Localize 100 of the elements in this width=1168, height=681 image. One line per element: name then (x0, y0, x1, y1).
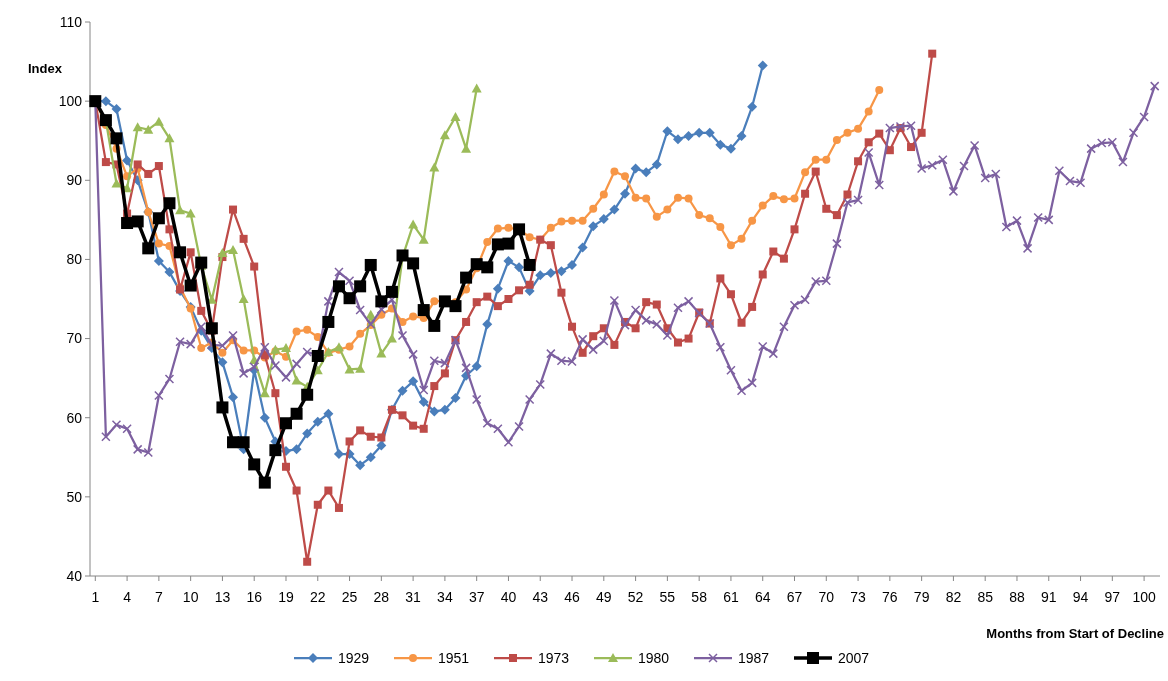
y-tick-label: 40 (66, 567, 83, 584)
point (258, 476, 271, 489)
point (439, 130, 450, 140)
x-tick-label: 31 (405, 589, 422, 605)
x-tick-label: 28 (373, 589, 390, 605)
point (375, 295, 388, 308)
point (417, 304, 430, 317)
point (152, 212, 165, 225)
x-tick-label: 94 (1072, 589, 1089, 605)
legend-label: 1980 (638, 649, 670, 666)
x-tick-label: 13 (214, 589, 231, 605)
point (111, 178, 122, 188)
point (216, 401, 229, 414)
x-tick-label: 43 (532, 589, 549, 605)
x-tick-label: 88 (1009, 589, 1025, 605)
point (131, 215, 144, 228)
point (142, 242, 155, 255)
point (280, 343, 291, 353)
x-tick-label: 79 (913, 589, 930, 605)
point (217, 248, 228, 258)
x-tick-label: 85 (977, 589, 994, 605)
x-tick-label: 25 (341, 589, 358, 605)
x-tick-label: 55 (659, 589, 676, 605)
x-tick-label: 22 (309, 589, 326, 605)
point (269, 444, 282, 457)
point (385, 285, 398, 298)
x-tick-label: 40 (500, 589, 517, 605)
point (481, 261, 494, 274)
point (238, 294, 249, 303)
point (429, 162, 440, 172)
y-tick-label: 90 (66, 172, 83, 189)
legend-label: 1973 (538, 649, 570, 666)
point (407, 257, 420, 270)
point (428, 319, 441, 332)
point (291, 375, 302, 385)
y-tick-label: 70 (66, 330, 83, 347)
x-tick-label: 67 (786, 589, 803, 605)
x-tick-label: 58 (691, 589, 708, 605)
x-tick-label: 64 (754, 589, 771, 605)
x-tick-label: 97 (1104, 589, 1121, 605)
legend-label: 1951 (438, 649, 470, 666)
point (110, 132, 123, 145)
x-tick-label: 10 (182, 589, 199, 605)
x-tick-label: 70 (818, 589, 835, 605)
y-tick-label: 100 (58, 93, 83, 110)
x-tick-label: 34 (437, 589, 453, 605)
point (143, 124, 154, 134)
point (279, 417, 292, 430)
point (450, 111, 461, 121)
y-axis-title: Index (28, 61, 63, 76)
point (121, 217, 134, 230)
point (248, 458, 261, 471)
point (237, 436, 250, 449)
point (132, 122, 143, 132)
point (185, 208, 196, 218)
x-tick-label: 49 (596, 589, 612, 605)
x-tick-label: 7 (154, 589, 163, 605)
point (386, 333, 397, 343)
y-tick-label: 80 (66, 251, 83, 268)
point (175, 205, 186, 215)
x-tick-label: 61 (723, 589, 739, 605)
point (164, 133, 175, 143)
x-tick-label: 1 (91, 589, 100, 605)
point (376, 348, 387, 358)
point (184, 279, 197, 292)
x-tick-label: 19 (278, 589, 294, 605)
x-tick-label: 37 (468, 589, 485, 605)
x-tick-label: 46 (564, 589, 581, 605)
point (502, 237, 515, 250)
point (364, 258, 377, 271)
point (523, 258, 536, 271)
x-tick-label: 52 (627, 589, 644, 605)
point (355, 363, 366, 373)
x-tick-label: 91 (1040, 589, 1057, 605)
point (174, 246, 187, 259)
point (460, 271, 473, 284)
point (322, 315, 335, 328)
point (354, 280, 367, 293)
point (195, 256, 208, 269)
x-tick-label: 16 (246, 589, 263, 605)
legend-label: 2007 (838, 649, 870, 666)
y-tick-label: 60 (66, 409, 83, 426)
point (227, 436, 240, 449)
point (228, 244, 239, 254)
y-tick-label: 110 (59, 13, 83, 30)
x-tick-label: 4 (123, 589, 132, 605)
point (259, 388, 270, 398)
x-tick-label: 100 (1132, 589, 1156, 605)
point (408, 219, 419, 229)
x-tick-label: 76 (882, 589, 898, 605)
point (163, 197, 176, 210)
point (449, 300, 462, 313)
point (301, 388, 314, 401)
legend-label: 1987 (738, 649, 770, 666)
x-tick-label: 82 (945, 589, 962, 605)
point (332, 280, 345, 293)
point (290, 407, 303, 420)
point (205, 322, 218, 335)
legend-label: 1929 (338, 649, 370, 666)
x-tick-label: 73 (850, 589, 867, 605)
